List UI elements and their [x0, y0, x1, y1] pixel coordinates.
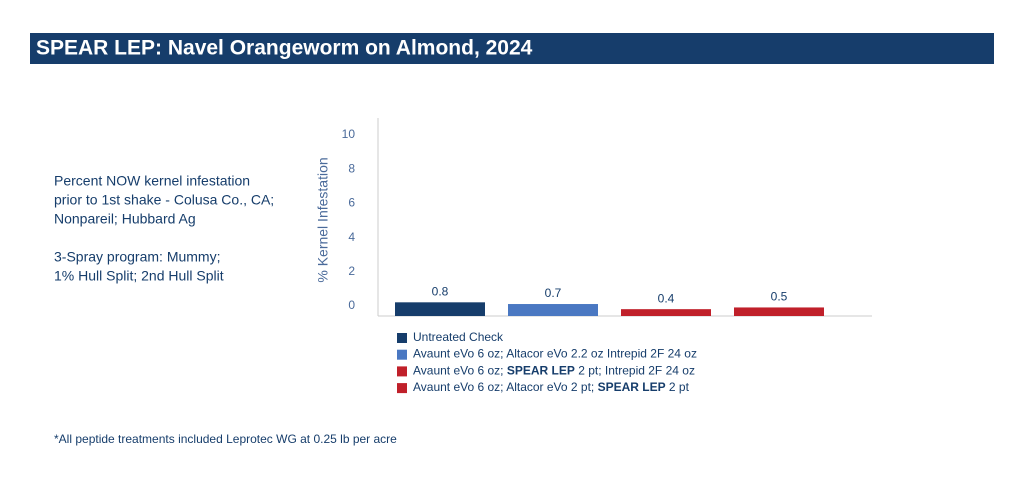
description-line: Percent NOW kernel infestation: [54, 173, 250, 189]
data-label: 0.4: [658, 291, 675, 305]
legend-text: Avaunt eVo 6 oz;: [413, 364, 507, 378]
legend-label: Avaunt eVo 6 oz; Altacor eVo 2.2 oz Intr…: [413, 347, 697, 361]
legend-text: Avaunt eVo 6 oz; Altacor eVo 2 pt;: [413, 380, 598, 394]
bar: [395, 302, 485, 316]
legend-swatch: [397, 349, 407, 360]
description-line: 1% Hull Split; 2nd Hull Split: [54, 268, 224, 284]
data-label: 0.8: [432, 284, 449, 298]
legend-label: Untreated Check: [413, 330, 504, 344]
description-line: Nonpareil; Hubbard Ag: [54, 211, 196, 227]
y-tick-label: 8: [348, 161, 355, 175]
y-tick-label: 6: [348, 196, 355, 210]
legend-swatch: [397, 333, 407, 343]
legend-text: Untreated Check: [413, 330, 504, 344]
data-label: 0.7: [545, 286, 562, 300]
footnote: *All peptide treatments included Leprote…: [54, 432, 397, 446]
bar: [508, 304, 598, 316]
title-bar: [30, 33, 994, 64]
y-tick-label: 4: [348, 230, 355, 244]
legend-text: SPEAR LEP: [598, 380, 666, 394]
legend-text: 2 pt; Intrepid 2F 24 oz: [575, 364, 695, 378]
legend-text: SPEAR LEP: [507, 364, 575, 378]
y-tick-label: 10: [342, 127, 356, 141]
y-tick-label: 0: [348, 298, 355, 312]
legend-swatch: [397, 383, 407, 394]
legend-swatch: [397, 366, 407, 377]
y-axis-label: % Kernel Infestation: [315, 157, 331, 282]
description-line: prior to 1st shake - Colusa Co., CA;: [54, 192, 274, 208]
bar: [621, 309, 711, 316]
legend-label: Avaunt eVo 6 oz; SPEAR LEP 2 pt; Intrepi…: [413, 364, 695, 378]
y-tick-label: 2: [348, 264, 355, 278]
description-line: 3-Spray program: Mummy;: [54, 249, 220, 265]
legend-text: 2 pt: [666, 380, 690, 394]
data-label: 0.5: [771, 290, 788, 304]
legend-text: Avaunt eVo 6 oz; Altacor eVo 2.2 oz Intr…: [413, 347, 697, 361]
legend-label: Avaunt eVo 6 oz; Altacor eVo 2 pt; SPEAR…: [413, 380, 690, 394]
bar: [734, 307, 824, 316]
slide-title: SPEAR LEP: Navel Orangeworm on Almond, 2…: [36, 37, 533, 60]
